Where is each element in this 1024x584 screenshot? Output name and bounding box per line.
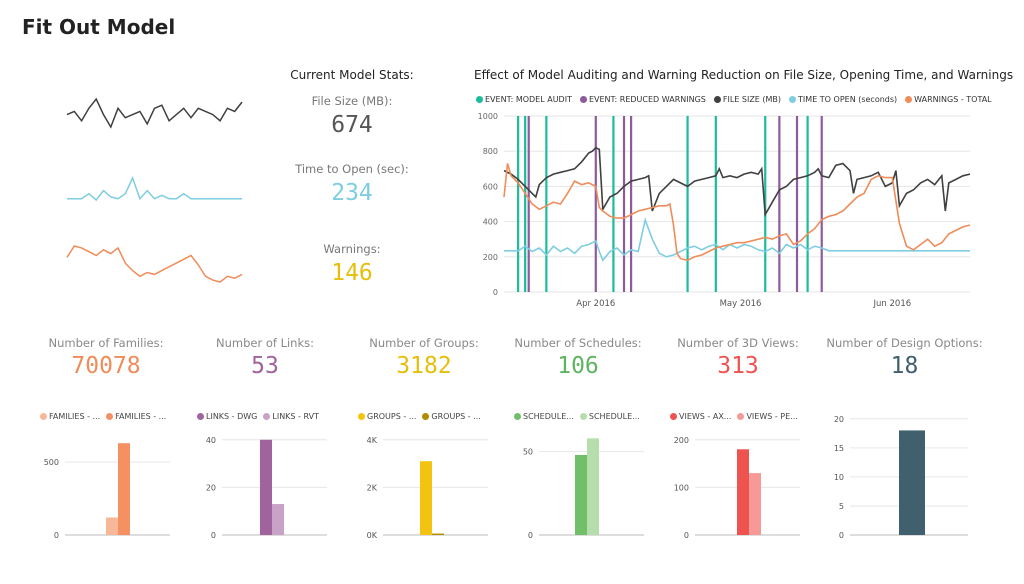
schedules-bar-chart[interactable]: 0 50	[509, 425, 649, 545]
views-bar-chart[interactable]: 0 100 200	[665, 425, 805, 545]
y-tick-label: 1000	[478, 112, 498, 121]
y-tick-label: 0	[211, 531, 216, 540]
kpi-families-value: 70078	[71, 353, 141, 379]
y-tick-label: 100	[674, 483, 689, 492]
y-tick-label: 400	[483, 218, 498, 227]
main-chart-title: Effect of Model Auditing and Warning Red…	[474, 68, 1014, 82]
bar	[587, 438, 599, 535]
families-bar-chart[interactable]: 0 500	[35, 425, 175, 545]
legend-item-time-to-open[interactable]: TIME TO OPEN (seconds)	[789, 95, 897, 104]
x-tick-label: Jun 2016	[873, 299, 912, 309]
groups-legend: GROUPS - ... GROUPS - ...	[358, 412, 481, 421]
bar	[899, 430, 925, 535]
bar	[106, 517, 118, 535]
time-to-open-value: 234	[331, 180, 373, 206]
main-line-chart[interactable]: 0 200 400 600 800 1000 Apr 2016 May 2016 Jun 201…	[470, 108, 980, 313]
y-tick-label: 0	[839, 531, 844, 540]
series-line	[503, 163, 971, 262]
page-title: Fit Out Model	[22, 15, 176, 39]
links-legend: LINKS - DWG LINKS - RVT	[197, 412, 319, 421]
links-bar-chart[interactable]: 0 20 40	[192, 425, 332, 545]
y-tick-label: 40	[206, 436, 216, 445]
x-tick-label: Apr 2016	[576, 299, 615, 309]
y-tick-label: 200	[674, 436, 689, 445]
kpi-schedules-label: Number of Schedules:	[514, 336, 642, 350]
kpi-schedules-value: 106	[557, 353, 599, 379]
y-tick-label: 20	[206, 483, 216, 492]
bar	[737, 449, 749, 535]
y-tick-label: 800	[483, 147, 498, 156]
y-tick-label: 500	[44, 458, 59, 467]
warnings-sparkline	[66, 245, 243, 283]
y-tick-label: 0	[684, 531, 689, 540]
y-tick-label: 200	[483, 253, 498, 262]
y-tick-label: 4K	[367, 436, 378, 445]
y-tick-label: 0	[54, 531, 59, 540]
kpi-groups-label: Number of Groups:	[369, 336, 479, 350]
views-legend: VIEWS - AX... VIEWS - PE...	[670, 412, 798, 421]
kpi-3d-views-value: 313	[717, 353, 759, 379]
bar	[432, 533, 444, 535]
y-tick-label: 5	[839, 502, 844, 511]
legend-item-file-size[interactable]: FILE SIZE (MB)	[713, 95, 781, 104]
file-size-sparkline	[66, 97, 243, 129]
kpi-design-options-label: Number of Design Options:	[826, 336, 983, 350]
y-tick-label: 15	[834, 444, 844, 453]
main-chart-legend: EVENT: MODEL AUDIT EVENT: REDUCED WARNIN…	[476, 95, 992, 104]
y-tick-label: 0K	[367, 531, 378, 540]
y-tick-label: 0	[528, 531, 533, 540]
families-legend: FAMILIES - ... FAMILIES - ...	[40, 412, 166, 421]
sparkline-series	[67, 176, 242, 202]
file-size-label: File Size (MB):	[311, 94, 393, 108]
warnings-label: Warnings:	[323, 242, 381, 256]
design-options-bar-chart[interactable]: 0 5 10 15 20	[828, 403, 978, 545]
y-tick-label: 50	[523, 448, 533, 457]
kpi-links-value: 53	[251, 353, 279, 379]
time-to-open-sparkline	[67, 176, 242, 202]
y-tick-label: 20	[834, 415, 844, 424]
kpi-links-label: Number of Links:	[215, 336, 314, 350]
legend-item-model-audit[interactable]: EVENT: MODEL AUDIT	[476, 95, 572, 104]
groups-bar-chart[interactable]: 0K 2K 4K	[353, 425, 493, 545]
file-size-value: 674	[331, 112, 373, 138]
time-to-open-label: Time to Open (sec):	[295, 162, 409, 176]
kpi-groups-value: 3182	[396, 353, 452, 379]
sparkline-series	[66, 245, 243, 283]
legend-item-reduced-warnings[interactable]: EVENT: REDUCED WARNINGS	[579, 95, 706, 104]
legend-item-warnings-total[interactable]: WARNINGS - TOTAL	[905, 95, 992, 104]
bar	[420, 461, 432, 535]
bar	[272, 504, 284, 535]
y-tick-label: 0	[493, 288, 498, 297]
sparkline-series	[66, 97, 243, 129]
y-tick-label: 10	[834, 473, 844, 482]
x-tick-label: May 2016	[720, 299, 762, 309]
kpi-design-options-value: 18	[890, 353, 919, 379]
bar	[749, 473, 761, 535]
bar	[260, 439, 272, 535]
bar	[575, 455, 587, 535]
series-line	[503, 146, 971, 218]
kpi-families-label: Number of Families:	[48, 336, 164, 350]
schedules-legend: SCHEDULE... SCHEDULE...	[514, 412, 640, 421]
y-tick-label: 2K	[367, 483, 378, 492]
stats-heading: Current Model Stats:	[290, 68, 414, 82]
y-tick-label: 600	[483, 182, 498, 191]
warnings-value: 146	[331, 260, 373, 286]
bar	[118, 443, 130, 535]
kpi-3d-views-label: Number of 3D Views:	[677, 336, 799, 350]
series-line	[504, 216, 970, 262]
